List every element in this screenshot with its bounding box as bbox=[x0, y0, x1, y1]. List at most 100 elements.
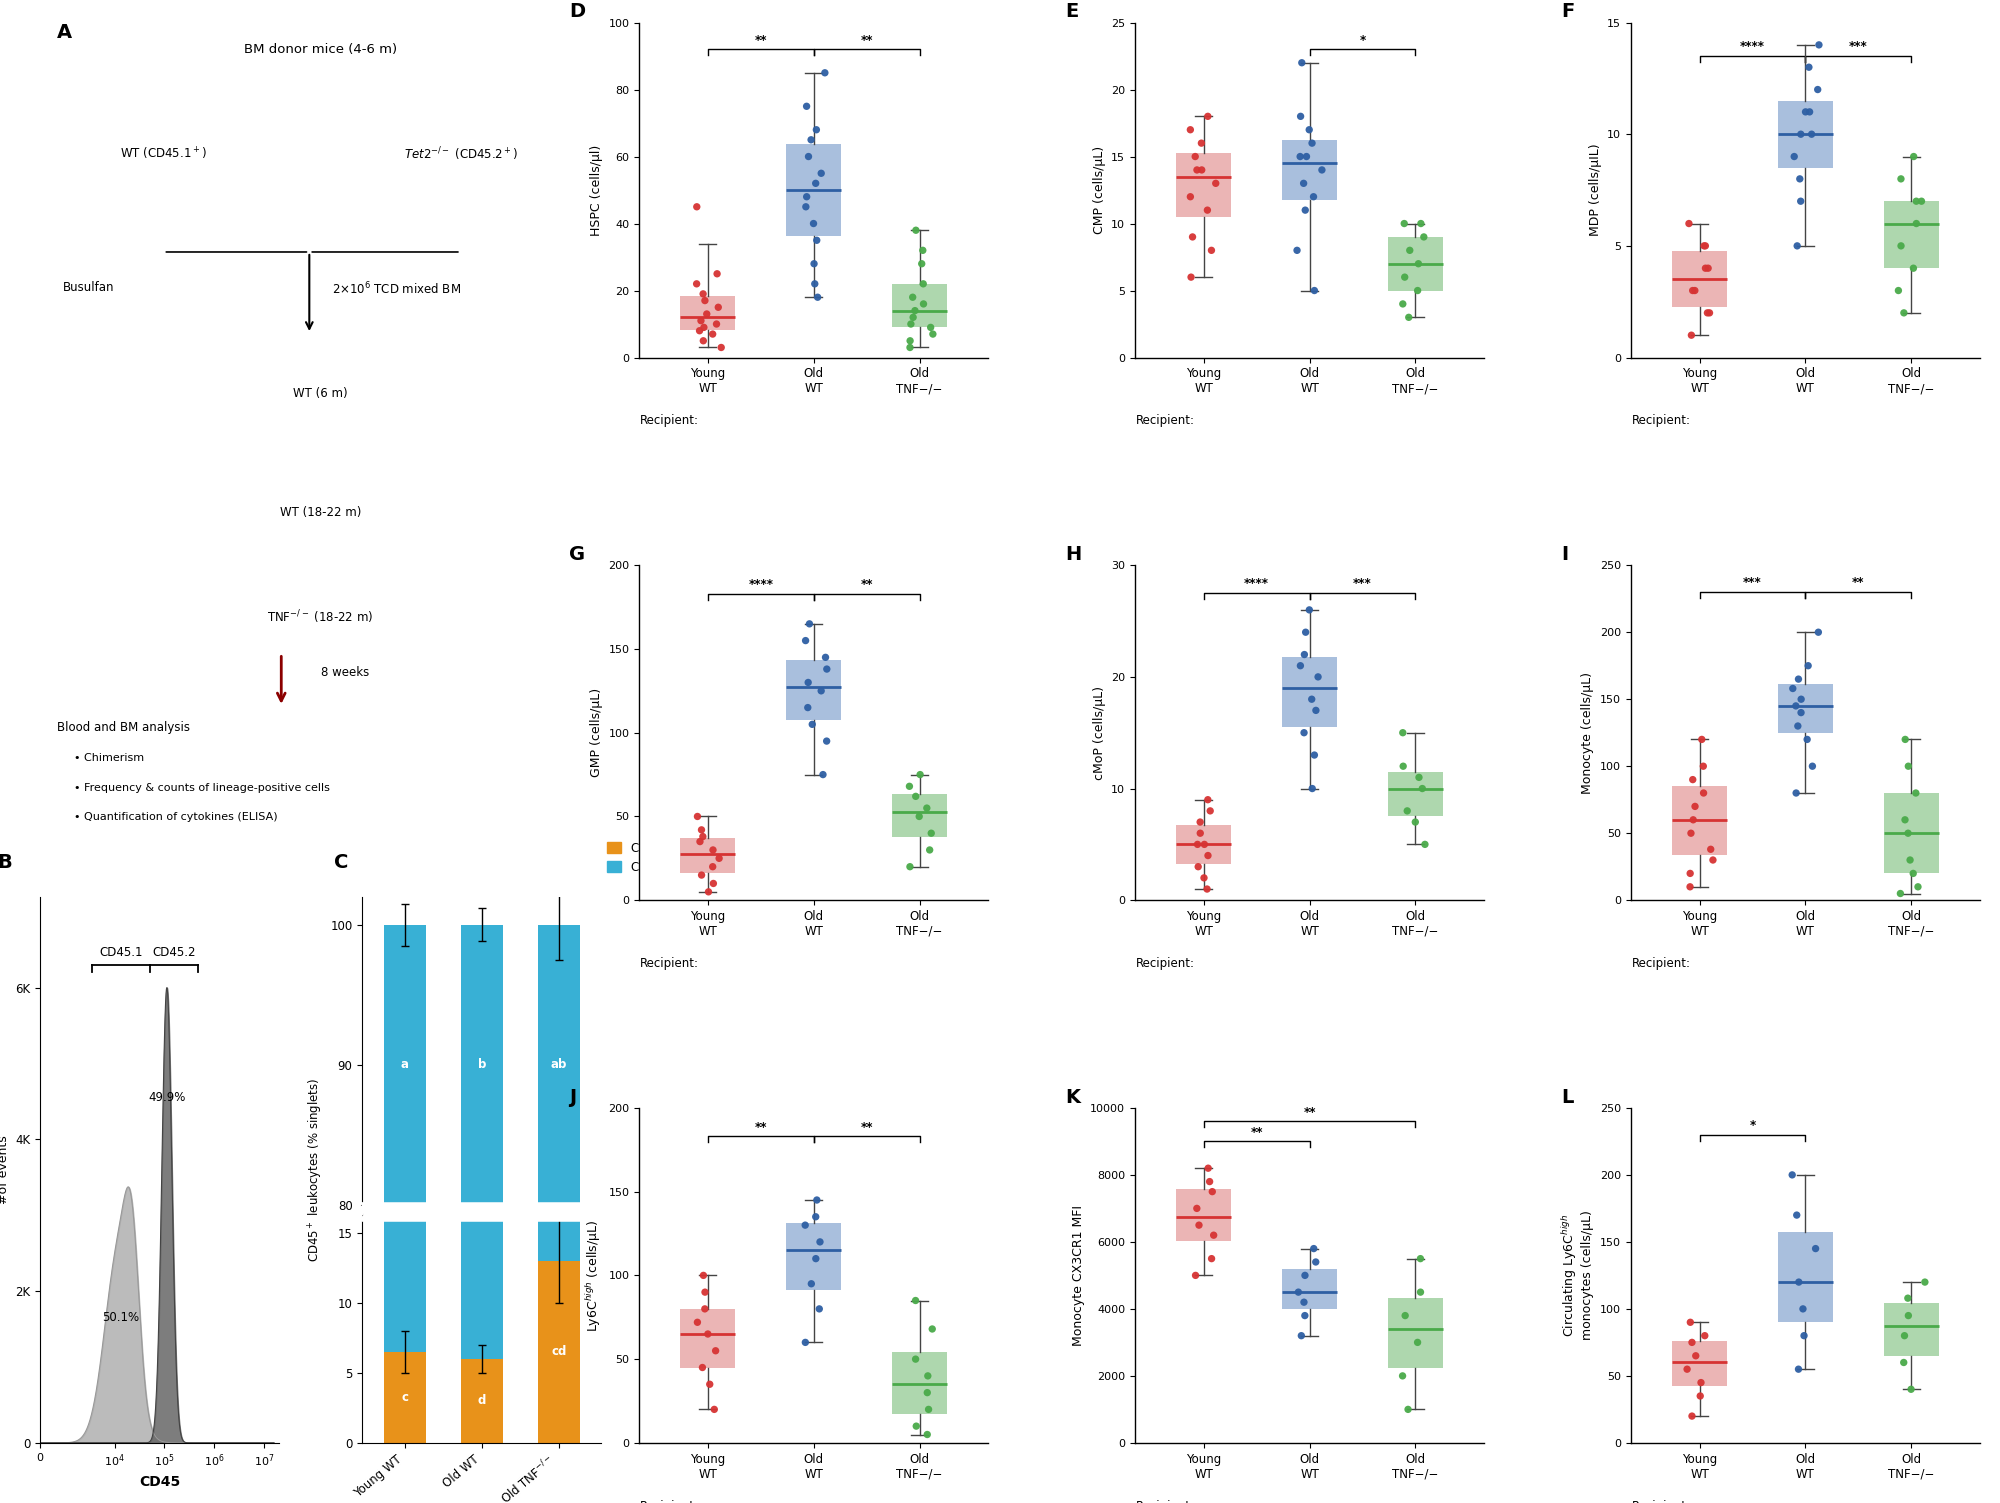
Bar bbox=[892, 1351, 948, 1413]
Point bbox=[1298, 1237, 1330, 1261]
Point bbox=[1672, 212, 1704, 236]
Point bbox=[1192, 878, 1224, 902]
Point bbox=[684, 308, 716, 332]
Point bbox=[682, 804, 714, 828]
Point bbox=[914, 839, 946, 863]
Point bbox=[1784, 122, 1816, 146]
Point bbox=[1674, 875, 1706, 899]
Point bbox=[808, 60, 840, 84]
Text: J: J bbox=[570, 1088, 576, 1106]
Point bbox=[900, 218, 932, 242]
Point bbox=[792, 144, 824, 168]
Point bbox=[1694, 301, 1726, 325]
Point bbox=[904, 762, 936, 786]
Point bbox=[912, 1381, 944, 1405]
Point bbox=[1404, 1246, 1436, 1270]
Y-axis label: HSPC (cells/μl): HSPC (cells/μl) bbox=[590, 144, 602, 236]
Point bbox=[1696, 848, 1728, 872]
Point bbox=[1786, 687, 1818, 711]
Point bbox=[1286, 1324, 1318, 1348]
Y-axis label: #of events: #of events bbox=[0, 1135, 10, 1204]
Point bbox=[1288, 642, 1320, 666]
Point bbox=[1296, 131, 1328, 155]
Bar bbox=[1388, 237, 1442, 290]
Bar bbox=[460, 1219, 502, 1359]
Point bbox=[790, 1213, 822, 1237]
Text: ***: *** bbox=[1354, 577, 1372, 591]
Bar bbox=[892, 794, 948, 837]
Text: WT (6 m): WT (6 m) bbox=[294, 388, 348, 400]
Text: A: A bbox=[56, 23, 72, 42]
Bar bbox=[1672, 251, 1728, 307]
Bar bbox=[1282, 140, 1338, 200]
Point bbox=[1388, 212, 1420, 236]
Point bbox=[686, 825, 718, 849]
Point bbox=[800, 1205, 832, 1229]
Bar bbox=[892, 284, 948, 328]
Point bbox=[894, 855, 926, 879]
Y-axis label: Circulating Ly6C$^{high}$
monocytes (cells/μL): Circulating Ly6C$^{high}$ monocytes (cel… bbox=[1560, 1210, 1594, 1341]
X-axis label: CD45: CD45 bbox=[138, 1474, 180, 1489]
Point bbox=[810, 645, 842, 669]
Point bbox=[1674, 821, 1706, 845]
Point bbox=[1290, 198, 1322, 222]
Point bbox=[1290, 621, 1322, 645]
Y-axis label: CMP (cells/μL): CMP (cells/μL) bbox=[1092, 146, 1106, 234]
Point bbox=[1792, 727, 1824, 752]
Point bbox=[1394, 239, 1426, 263]
Point bbox=[790, 628, 822, 652]
Point bbox=[1188, 866, 1220, 890]
Text: ****: **** bbox=[1740, 41, 1764, 54]
Point bbox=[696, 322, 728, 346]
Text: Recipient:: Recipient: bbox=[640, 415, 700, 427]
Text: Busulfan: Busulfan bbox=[62, 281, 114, 293]
Bar bbox=[786, 1223, 842, 1290]
Point bbox=[1300, 1250, 1332, 1275]
Point bbox=[1404, 1281, 1436, 1305]
Text: E: E bbox=[1066, 3, 1078, 21]
Point bbox=[1194, 1169, 1226, 1193]
Point bbox=[916, 322, 948, 346]
Point bbox=[1402, 1330, 1434, 1354]
Point bbox=[898, 305, 930, 329]
Text: *: * bbox=[1360, 33, 1366, 47]
Point bbox=[798, 272, 830, 296]
Text: TNF$^{-/-}$ (18-22 m): TNF$^{-/-}$ (18-22 m) bbox=[268, 609, 374, 627]
Text: CD45.2: CD45.2 bbox=[152, 945, 196, 959]
Point bbox=[1788, 1324, 1820, 1348]
Point bbox=[1890, 727, 1922, 752]
Point bbox=[1680, 1344, 1712, 1368]
Y-axis label: CD45$^+$ leukocytes (% singlets): CD45$^+$ leukocytes (% singlets) bbox=[306, 1078, 324, 1263]
Text: **: ** bbox=[860, 579, 872, 591]
Point bbox=[1284, 104, 1316, 128]
Point bbox=[804, 1229, 836, 1254]
Point bbox=[1192, 198, 1224, 222]
Point bbox=[798, 212, 830, 236]
Text: c: c bbox=[402, 1390, 408, 1404]
Point bbox=[910, 797, 942, 821]
Point bbox=[1892, 1287, 1924, 1311]
Point bbox=[1298, 185, 1330, 209]
Point bbox=[1888, 1351, 1920, 1375]
Point bbox=[806, 161, 838, 185]
Point bbox=[686, 863, 718, 887]
Point bbox=[1186, 158, 1218, 182]
Bar bbox=[1778, 1232, 1832, 1323]
Point bbox=[800, 1187, 832, 1211]
Point bbox=[1674, 1311, 1706, 1335]
Point bbox=[1778, 144, 1810, 168]
Text: 8 weeks: 8 weeks bbox=[320, 666, 368, 679]
Point bbox=[1174, 185, 1206, 209]
Text: b: b bbox=[478, 1058, 486, 1072]
Point bbox=[1176, 225, 1208, 249]
Text: C: C bbox=[334, 852, 348, 872]
Point bbox=[912, 1363, 944, 1387]
Bar bbox=[1672, 1341, 1728, 1386]
Text: WT (18-22 m): WT (18-22 m) bbox=[280, 507, 362, 519]
Point bbox=[1884, 167, 1916, 191]
Point bbox=[1900, 189, 1932, 213]
Bar bbox=[384, 1351, 426, 1443]
Point bbox=[906, 239, 938, 263]
Point bbox=[1790, 99, 1822, 123]
Point bbox=[684, 319, 716, 343]
